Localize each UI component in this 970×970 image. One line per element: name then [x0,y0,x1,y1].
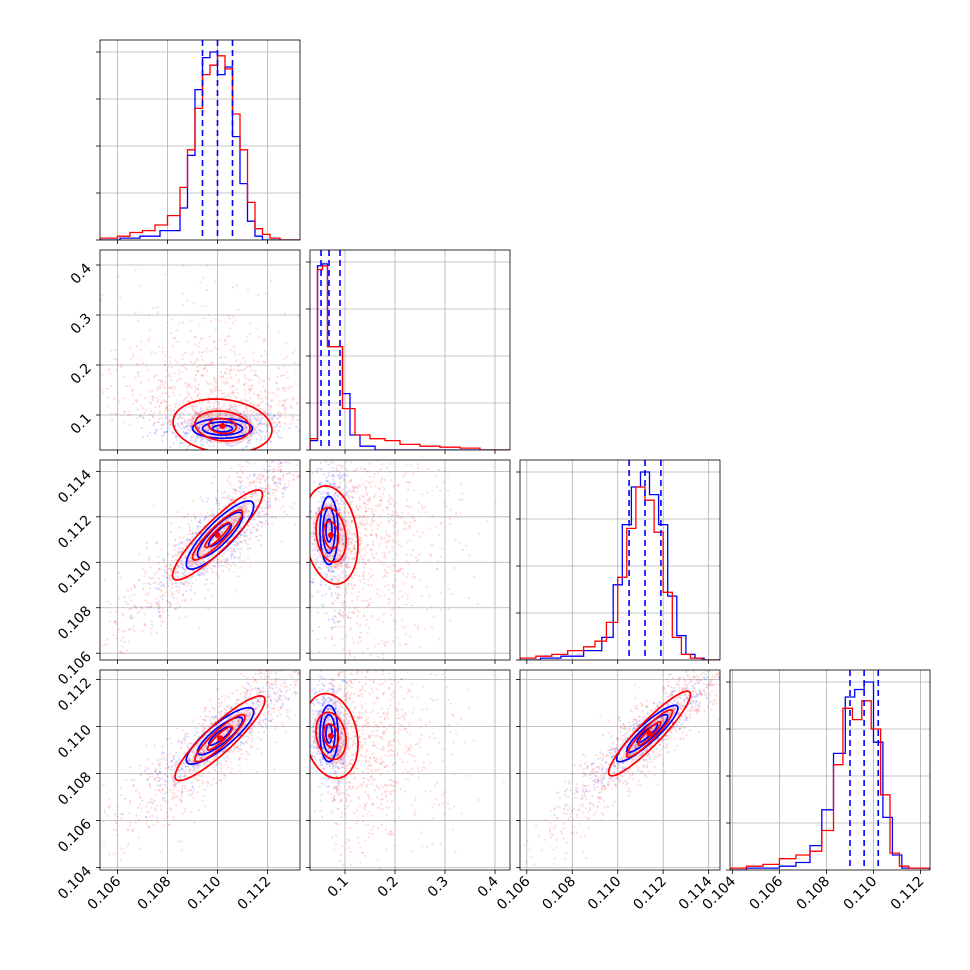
x-tick-label-p3: 0.108 [794,874,834,914]
y-tick-label-p3: 0.110 [55,722,95,762]
hist-blue-p3 [730,681,930,870]
x-tick-label-p1: 0.2 [375,874,402,901]
contour-red-0 [322,723,340,749]
hist-panel-p2 [516,459,721,661]
pair-panel-p1-p3 [309,669,511,871]
contour-blue-1 [196,511,244,559]
y-tick-label-p1: 0.3 [68,311,95,338]
y-tick-label-p2: 0.110 [55,558,95,598]
contour-red-1 [315,711,347,761]
x-tick-label-p1: 0.1 [325,874,352,901]
pair-panel-p1-p2 [309,459,511,661]
hist-frame-p3 [729,669,931,871]
contour-red-2 [607,690,692,777]
contour-red-2 [174,695,266,782]
peak-marker [328,532,334,538]
hist-panel-p1 [306,249,511,451]
pair-frame [99,459,301,661]
pair-frame [309,459,511,661]
x-tick-label-p3: 0.106 [747,873,787,913]
pair-frame [519,669,721,871]
hist-frame-p0 [99,39,301,241]
pair-frame [99,249,301,451]
pair-panel-p0-p3 [99,669,301,871]
hist-blue-p2 [520,471,720,660]
contour-red-1 [194,713,246,763]
x-tick-label-p1: 0.4 [475,873,502,900]
y-tick-label-p2: 0.114 [55,467,95,507]
contour-blue-0 [325,723,333,744]
y-tick-label-p1: 0.4 [68,260,95,287]
contour-blue-2 [319,704,339,763]
x-tick-label-p0: 0.106 [85,873,125,913]
contour-blue-2 [615,704,679,763]
hist-red-p3 [730,700,930,870]
hist-blue-p0 [100,51,300,240]
contour-red-0 [637,720,662,747]
y-tick-label-p2: 0.108 [55,603,95,643]
y-tick-label-p1: 0.2 [68,361,95,388]
x-tick-label-p0: 0.112 [235,874,275,914]
contour-red-2 [171,489,264,581]
hist-panel-p3 [726,669,931,871]
contour-red-0 [207,417,238,435]
contour-red-0 [206,725,234,751]
x-tick-label-p0: 0.110 [185,874,225,914]
x-tick-label-p3: 0.112 [888,874,928,914]
y-tick-label-p3: 0.106 [55,816,95,856]
contour-red-1 [194,410,251,442]
hist-frame-p1 [309,249,511,451]
contour-red-1 [191,509,244,561]
contour-red-1 [315,506,347,564]
x-tick-label-p2: 0.110 [585,874,625,914]
hist-red-p0 [100,55,300,240]
peak-marker [217,735,223,742]
contour-red-1 [625,709,674,758]
contour-blue-2 [319,495,339,566]
pair-panel-p2-p3 [519,669,721,871]
pair-frame [99,669,301,871]
contour-red-0 [322,520,340,550]
contour-red-2 [172,398,273,450]
x-tick-label-p2: 0.108 [539,874,579,914]
peak-marker [328,732,334,739]
x-tick-label-p2: 0.106 [494,873,534,913]
hist-red-p2 [520,486,720,660]
y-tick-label-p2: 0.112 [55,512,95,552]
peak-marker [646,730,653,737]
pair-panel-p0-p1 [99,249,301,451]
hist-frame-p2 [519,459,721,661]
x-tick-label-p1: 0.3 [425,874,452,901]
y-tick-label-p1: 0.1 [68,411,95,438]
contour-red-2 [310,485,359,585]
x-tick-label-p0: 0.108 [135,874,175,914]
contour-red-0 [204,521,231,549]
pair-frame [309,669,511,871]
pair-panel-p0-p2 [99,459,301,661]
contour-blue-0 [211,424,234,433]
y-tick-label-p3: 0.108 [55,769,95,809]
peak-marker [219,423,226,429]
x-tick-label-p2: 0.112 [630,874,670,914]
contour-red-2 [310,692,359,780]
hist-red-p1 [310,265,510,450]
hist-panel-p0 [96,39,301,241]
peak-marker [214,532,221,538]
x-tick-label-p3: 0.110 [841,874,881,914]
contour-blue-2 [185,706,255,765]
contour-blue-1 [201,421,244,436]
